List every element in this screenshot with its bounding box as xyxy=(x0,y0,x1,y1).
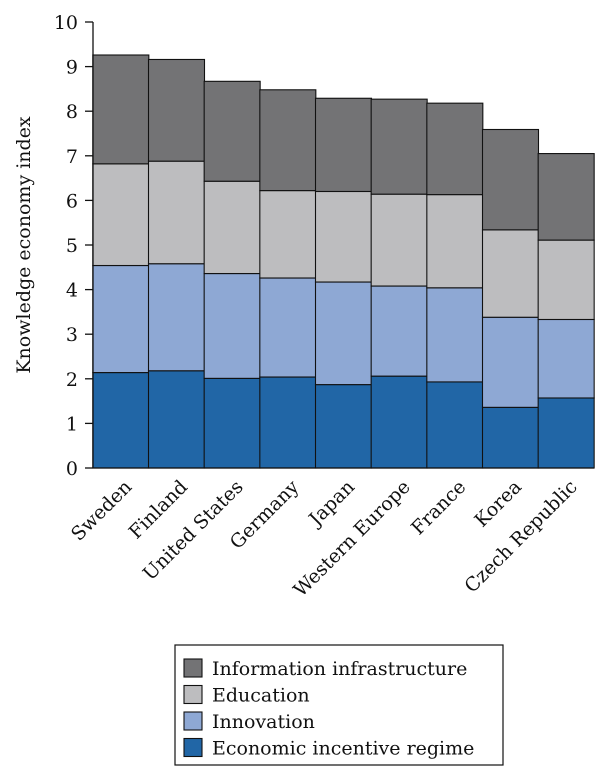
legend-swatch xyxy=(183,711,203,731)
bar-segment xyxy=(259,190,317,279)
bar-segment xyxy=(481,316,540,408)
bar-segment xyxy=(314,384,373,469)
bar-segment xyxy=(537,239,595,321)
bar-segment xyxy=(370,285,428,377)
bar-segment xyxy=(147,370,206,469)
bar-segment xyxy=(203,180,261,275)
x-tick-label: France xyxy=(407,476,470,539)
bar-segment xyxy=(426,194,484,289)
legend-swatch xyxy=(183,684,203,705)
bar-segment xyxy=(537,397,595,469)
x-tick-label: United States xyxy=(139,476,248,585)
bar-segment xyxy=(259,277,317,378)
y-tick-label: 5 xyxy=(66,235,78,257)
y-tick-label: 7 xyxy=(66,146,78,168)
bar-segment xyxy=(203,272,261,379)
legend: Information infrastructure Education Innov… xyxy=(174,644,504,766)
bar-segment xyxy=(92,54,150,165)
y-tick-label: 10 xyxy=(54,12,78,34)
bar-segment xyxy=(481,229,540,318)
bar-segment xyxy=(426,287,484,383)
bar-segment xyxy=(259,89,317,192)
bar-segment xyxy=(370,193,428,287)
bar-segment xyxy=(203,377,261,469)
y-axis-ticks: 0 1 2 3 4 5 6 7 8 9 10 xyxy=(54,12,93,480)
legend-label: Innovation xyxy=(212,711,315,733)
bar-segment xyxy=(92,372,150,469)
bar-segment xyxy=(314,190,373,283)
legend-swatch xyxy=(183,737,203,758)
bar-segment xyxy=(314,281,373,386)
y-tick-label: 6 xyxy=(66,190,78,212)
bar-segment xyxy=(147,160,206,265)
bar-segment xyxy=(537,153,595,241)
bar-segment xyxy=(370,98,428,195)
bar-segment xyxy=(370,375,428,469)
y-tick-label: 0 xyxy=(66,458,78,480)
legend-label: Information infrastructure xyxy=(212,658,467,680)
bar-segment xyxy=(203,80,261,182)
bar-segment xyxy=(147,263,206,372)
plot-area xyxy=(92,54,595,469)
bar-segment xyxy=(92,264,150,374)
legend-swatch xyxy=(183,658,203,678)
y-tick-label: 1 xyxy=(66,413,78,435)
bar-segment xyxy=(426,381,484,469)
y-tick-label: 8 xyxy=(66,101,78,123)
bar-segment xyxy=(426,102,484,196)
y-tick-label: 9 xyxy=(66,57,78,79)
bar-segment xyxy=(147,58,206,162)
bar-segment xyxy=(481,128,540,231)
y-tick-label: 4 xyxy=(66,280,78,302)
bar-segment xyxy=(481,406,540,469)
legend-label: Economic incentive regime xyxy=(212,738,474,760)
y-axis-title: Knowledge economy index xyxy=(13,116,35,374)
legend-label: Education xyxy=(212,685,310,707)
bar-segment xyxy=(314,97,373,193)
bar-segment xyxy=(259,376,317,469)
y-tick-label: 3 xyxy=(66,324,78,346)
x-tick-label: Sweden xyxy=(67,476,136,545)
bar-segment xyxy=(92,163,150,267)
bar-segment xyxy=(537,318,595,399)
y-tick-label: 2 xyxy=(66,369,78,391)
legend-box xyxy=(174,644,504,766)
